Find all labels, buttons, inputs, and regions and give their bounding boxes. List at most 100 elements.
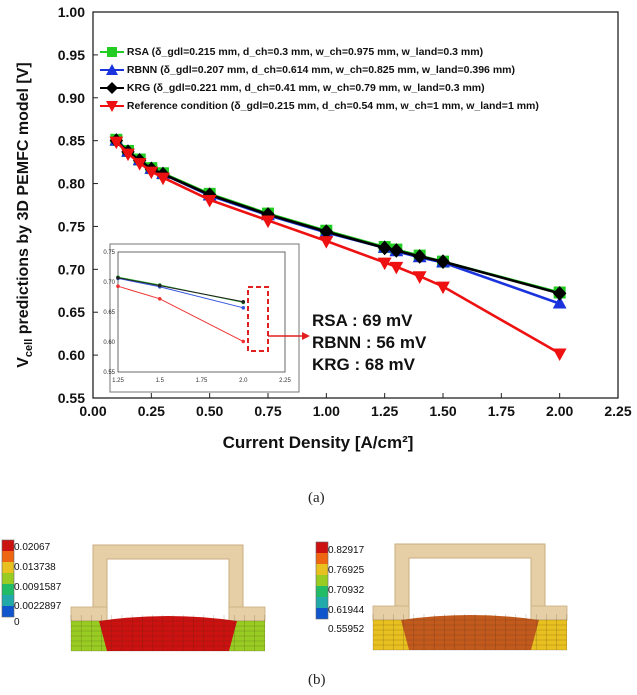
x-tick-label: 2.25 <box>604 403 631 419</box>
cbar-right-label-0: 0.82917 <box>328 545 365 556</box>
inset-chart: 1.25 1.5 1.75 2.0 2.25 0.55 0.60 0.65 0.70 0.75 <box>103 243 300 393</box>
inset-frame <box>117 251 286 373</box>
legend-item-rbnn: RBNN (δ_gdl=0.207 mm, d_ch=0.614 mm, w_c… <box>100 64 515 80</box>
inset-y-tick-label: 0.60 <box>103 340 115 346</box>
x-tick-label: 2.00 <box>546 403 573 419</box>
x-tick-label: 1.25 <box>371 403 398 419</box>
legend-params-krg: (δ_gdl=0.221 mm, d_ch=0.41 mm, w_ch=0.79… <box>153 82 485 94</box>
data-point-reference <box>144 166 159 180</box>
y-tick-label: 0.65 <box>58 304 85 320</box>
cbar-right-label-3: 0.61944 <box>328 605 365 616</box>
plot-frame <box>92 11 619 399</box>
data-point-reference <box>121 148 135 162</box>
y-tick-label: 0.55 <box>58 390 85 406</box>
inset-point-krg <box>157 283 162 288</box>
legend-params-reference: (δ_gdl=0.215 mm, d_ch=0.54 mm, w_ch=1 mm… <box>230 100 539 112</box>
x-tick-label: 0.50 <box>196 403 223 419</box>
cbar-left-label-4: 0 <box>14 617 20 628</box>
inset-point-krg <box>116 276 120 280</box>
x-tick-label: 0.25 <box>138 403 165 419</box>
data-point-reference <box>202 194 217 208</box>
x-tick-label: 1.50 <box>429 403 456 419</box>
colorbar-left-band <box>2 595 14 606</box>
inset-x-tick-label: 1.75 <box>196 378 208 384</box>
inset-x-tick-label: 1.25 <box>112 378 124 384</box>
cbar-left-label-2: 0.0091587 <box>14 582 62 593</box>
colorbar-right <box>315 541 329 620</box>
inset-x-tick-label: 2.25 <box>279 378 291 384</box>
inset-y-tick-label: 0.75 <box>103 250 115 256</box>
colorbar-right-band <box>316 586 328 597</box>
colorbar-right-band <box>316 597 328 608</box>
legend-marker-reference <box>100 101 124 113</box>
y-tick-label: 0.85 <box>58 133 85 149</box>
colorbar-left-frame <box>1 539 15 618</box>
cbar-left-label-0: 0.02067 <box>14 542 51 553</box>
data-point-reference <box>156 172 170 186</box>
data-point-reference <box>552 348 567 362</box>
inset-x-tick-label: 1.5 <box>156 378 165 384</box>
data-point-krg <box>412 249 427 264</box>
inset-y-tick-label: 0.70 <box>103 280 115 286</box>
data-point-reference <box>319 236 334 249</box>
inset-background <box>109 243 300 393</box>
colorbar-left-band <box>2 562 14 573</box>
data-point-reference <box>436 281 450 295</box>
x-tick-label: 1.75 <box>488 403 515 419</box>
inset-point-reference <box>116 284 120 289</box>
legend-item-rsa: RSA (δ_gdl=0.215 mm, d_ch=0.3 mm, w_ch=0… <box>100 46 483 62</box>
caption-b: (b) <box>308 672 326 688</box>
inset-point-krg <box>241 300 246 304</box>
data-point-krg <box>389 243 404 258</box>
inset-highlight-box <box>247 286 269 352</box>
inset-x-tick-label: 2.0 <box>239 378 248 384</box>
annotation-rbnn: RBNN : 56 mV <box>312 333 427 352</box>
contour-left <box>70 544 266 652</box>
contour-figures <box>1 539 568 652</box>
colorbar-right-band <box>316 575 328 586</box>
y-tick-label: 0.80 <box>58 176 85 192</box>
colorbar-right-frame <box>315 541 329 620</box>
inset-point-reference <box>241 339 246 344</box>
annotation-krg: KRG : 68 mV <box>312 355 415 374</box>
legend-label-rbnn: RBNN <box>126 64 158 76</box>
y-tick-label: 0.60 <box>58 347 85 363</box>
colorbar-right-band <box>316 542 328 553</box>
legend-item-reference: Reference condition (δ_gdl=0.215 mm, d_c… <box>100 100 539 116</box>
colorbar-right-band <box>316 608 328 619</box>
colorbar-left-band <box>2 551 14 562</box>
colorbar-left-band <box>2 584 14 595</box>
legend-marker-rbnn <box>100 64 124 76</box>
legend-marker-krg <box>100 82 124 95</box>
contour-left-channel <box>92 544 244 622</box>
legend-params-rsa: (δ_gdl=0.215 mm, d_ch=0.3 mm, w_ch=0.975… <box>151 46 484 58</box>
main-axes: 0.00 0.25 0.50 0.75 1.00 1.25 1.50 1.75 2.00 2.25… <box>58 4 632 419</box>
data-point-reference <box>109 136 124 150</box>
data-point-krg <box>552 286 567 301</box>
cbar-right-label-4: 0.55952 <box>328 624 365 635</box>
x-tick-label: 0.75 <box>254 403 281 419</box>
highlight-arrow-head <box>302 332 310 340</box>
inset-point-rbnn <box>241 306 246 310</box>
x-axis-title: Current Density [A/cm²] <box>223 433 414 452</box>
cbar-right-label-2: 0.70932 <box>328 585 365 596</box>
contour-left-gdl-core <box>99 616 237 651</box>
y-axis-title-sub: cell <box>23 339 35 357</box>
legend-marker-rsa <box>100 47 124 58</box>
main-series <box>109 133 567 362</box>
data-point-reference <box>389 261 404 275</box>
cbar-left-label-1: 0.013738 <box>14 562 56 573</box>
data-point-rbnn <box>552 296 567 309</box>
y-axis-title: Vcell predictions by 3D PEMFC model [V] <box>15 62 35 368</box>
legend-label-rsa: RSA <box>126 46 149 58</box>
y-axis-title-rest: predictions by 3D PEMFC model [V] <box>15 62 32 338</box>
caption-a: (a) <box>308 490 325 506</box>
cbar-left-label-3: 0.0022897 <box>14 601 62 612</box>
legend-params-rbnn: (δ_gdl=0.207 mm, d_ch=0.614 mm, w_ch=0.8… <box>160 64 515 76</box>
x-tick-label: 1.00 <box>313 403 340 419</box>
legend-label-krg: KRG <box>126 82 151 94</box>
data-point-reference <box>261 215 275 229</box>
colorbar-left-band <box>2 606 14 617</box>
x-tick-label: 0.00 <box>79 403 106 419</box>
